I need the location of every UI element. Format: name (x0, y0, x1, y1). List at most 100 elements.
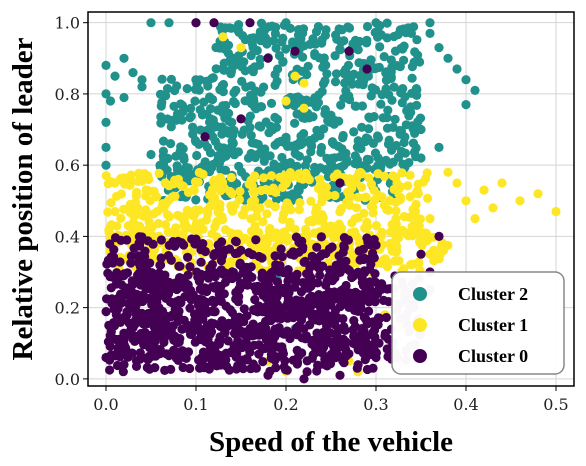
scatter-point (416, 124, 426, 135)
scatter-point (259, 173, 269, 183)
scatter-point (246, 99, 257, 109)
scatter-point (354, 306, 364, 316)
scatter-point (373, 32, 383, 42)
scatter-point (284, 270, 294, 280)
scatter-point (247, 326, 257, 336)
scatter-point (470, 214, 480, 224)
scatter-point (246, 175, 256, 185)
scatter-point (264, 199, 274, 209)
scatter-point (150, 363, 160, 373)
scatter-point (213, 142, 223, 152)
scatter-point (417, 230, 427, 240)
scatter-point (271, 228, 281, 238)
scatter-point (154, 168, 164, 178)
scatter-point (165, 327, 175, 337)
scatter-point (172, 109, 183, 119)
scatter-point (358, 280, 368, 291)
scatter-point (407, 73, 417, 83)
scatter-point (119, 312, 129, 322)
scatter-point (225, 305, 235, 315)
scatter-point (111, 349, 121, 359)
scatter-point (398, 159, 408, 169)
scatter-point (208, 132, 218, 142)
scatter-point (175, 150, 185, 160)
scatter-point (309, 214, 320, 225)
scatter-point (360, 193, 370, 203)
scatter-point (318, 212, 328, 222)
scatter-point (270, 302, 281, 312)
scatter-point (334, 324, 344, 334)
scatter-point (335, 178, 345, 188)
scatter-point (194, 276, 204, 286)
scatter-point (277, 152, 287, 163)
scatter-point (115, 257, 125, 267)
scatter-point (333, 141, 343, 151)
scatter-point (263, 53, 273, 63)
scatter-point (107, 272, 118, 282)
x-tick-label: 0.3 (363, 395, 388, 414)
scatter-point (271, 363, 281, 373)
scatter-point (461, 100, 471, 110)
scatter-point (128, 68, 138, 78)
scatter-point (353, 192, 363, 202)
scatter-point (101, 60, 111, 70)
scatter-point (349, 127, 359, 137)
scatter-point (397, 98, 407, 108)
scatter-point (156, 112, 166, 122)
scatter-point (140, 252, 150, 262)
scatter-point (142, 362, 152, 373)
scatter-point (240, 35, 250, 45)
scatter-point (204, 273, 214, 283)
scatter-point (267, 267, 277, 278)
scatter-point (329, 343, 340, 354)
scatter-point (197, 110, 207, 120)
scatter-point (321, 60, 331, 70)
scatter-point (376, 99, 386, 109)
scatter-point (408, 231, 418, 241)
scatter-point (407, 88, 417, 98)
scatter-point (191, 195, 201, 205)
scatter-point (247, 39, 257, 49)
scatter-point (281, 96, 291, 106)
series-cluster-1 (101, 32, 561, 377)
scatter-point (299, 103, 309, 113)
scatter-point (378, 113, 388, 123)
scatter-point (138, 319, 148, 329)
scatter-point (209, 319, 219, 329)
scatter-point (110, 178, 120, 188)
scatter-point (298, 52, 308, 62)
scatter-point (366, 253, 376, 264)
scatter-point (242, 280, 252, 290)
scatter-point (329, 272, 339, 282)
scatter-point (443, 167, 453, 177)
scatter-point (172, 81, 182, 91)
scatter-point (425, 18, 435, 28)
scatter-point (342, 157, 352, 167)
scatter-point (392, 61, 402, 71)
scatter-point (245, 18, 255, 28)
scatter-point (488, 203, 498, 213)
scatter-point (202, 362, 212, 372)
scatter-point (362, 319, 373, 329)
scatter-point (222, 361, 232, 371)
scatter-point (220, 277, 230, 287)
scatter-point (251, 86, 261, 96)
scatter-point (349, 269, 359, 279)
scatter-point (156, 101, 166, 111)
scatter-point (231, 85, 241, 95)
scatter-points (101, 18, 561, 384)
scatter-point (126, 170, 136, 180)
scatter-point (375, 42, 385, 52)
scatter-point (146, 223, 156, 233)
scatter-point (156, 253, 166, 263)
scatter-point (112, 191, 122, 201)
scatter-point (155, 344, 165, 355)
scatter-point (143, 209, 153, 220)
scatter-point (311, 27, 322, 37)
scatter-point (194, 167, 204, 178)
scatter-point (293, 183, 303, 193)
y-tick-label: 0.4 (55, 227, 80, 246)
scatter-point (411, 143, 421, 153)
legend-label-cluster-1: Cluster 1 (458, 315, 528, 335)
scatter-point (410, 47, 420, 57)
